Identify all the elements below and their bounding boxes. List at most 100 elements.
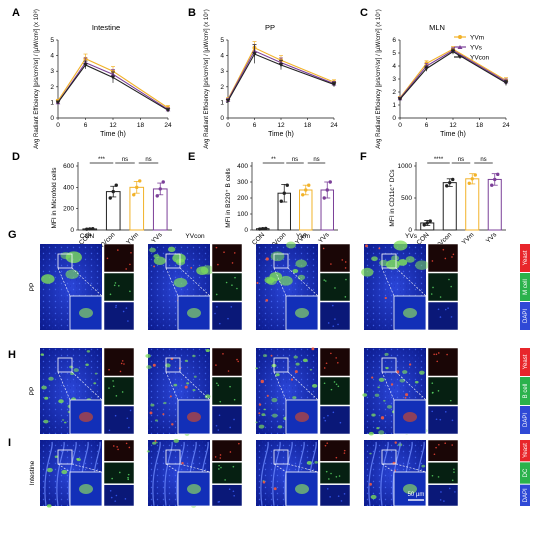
- red-signal: [270, 354, 273, 357]
- green-signal: [399, 378, 405, 383]
- thumbnail-signal: [454, 491, 456, 493]
- thumbnail-signal: [219, 400, 222, 403]
- inset-signal: [295, 308, 309, 318]
- roi-box: [381, 357, 397, 373]
- thumbnail-signal: [114, 500, 117, 502]
- data-dot: [132, 193, 136, 197]
- green-signal: [205, 348, 210, 353]
- thumbnail-signal: [330, 472, 332, 475]
- y-tick-label: 1: [392, 102, 396, 109]
- channel-thumbnail: [319, 484, 351, 507]
- green-signal: [419, 370, 425, 375]
- zoom-guide: [165, 463, 179, 473]
- thumbnail-signal: [451, 419, 454, 422]
- green-signal: [275, 373, 280, 377]
- inset-signal: [187, 308, 201, 318]
- green-signal: [40, 353, 44, 356]
- thumbnail-signal: [126, 417, 129, 420]
- micrograph-g-yvm: [256, 241, 351, 331]
- channel-thumbnail: [319, 376, 351, 406]
- roi-box: [273, 449, 289, 465]
- channel-thumbnail: [319, 347, 351, 377]
- green-signal: [193, 375, 197, 378]
- data-dot: [258, 227, 262, 231]
- thumbnail-signal: [431, 382, 434, 384]
- channel-label-dapi: DAPI: [523, 488, 529, 502]
- panel-label-A: A: [12, 7, 20, 19]
- green-signal: [286, 241, 296, 249]
- inset-signal: [187, 412, 201, 422]
- green-signal: [255, 421, 258, 424]
- data-dot: [138, 179, 142, 183]
- inset-signal: [79, 412, 93, 422]
- thumbnail-signal: [439, 418, 442, 421]
- significance-label: ns: [145, 157, 151, 163]
- y-tick-label: 500: [401, 195, 412, 202]
- thumbnail-signal: [229, 426, 232, 429]
- villus: [44, 441, 53, 507]
- thumbnail-signal: [435, 353, 438, 356]
- y-tick-label: 200: [63, 206, 74, 213]
- legend-item-yvs: YVs: [454, 45, 483, 52]
- data-dot: [301, 193, 305, 197]
- thumbnail-signal: [124, 498, 127, 500]
- data-dot: [91, 227, 95, 231]
- zoom-guide: [71, 463, 103, 473]
- thumbnail-signal: [453, 468, 455, 471]
- significance-label: ****: [434, 157, 444, 163]
- thumbnail-signal: [217, 384, 220, 387]
- green-signal: [184, 359, 188, 362]
- thumbnail-signal: [119, 370, 122, 373]
- thumbnail-signal: [439, 316, 442, 318]
- thumbnail-signal: [433, 453, 436, 456]
- green-signal: [200, 265, 214, 275]
- thumbnail-signal: [115, 306, 117, 309]
- red-signal: [152, 363, 156, 367]
- channel-label-m-cell: M cell: [523, 279, 529, 295]
- thumbnail-signal: [218, 414, 221, 417]
- green-signal: [405, 256, 415, 263]
- thumbnail-signal: [115, 395, 118, 397]
- thumbnail-signal: [327, 414, 329, 417]
- data-point: [110, 75, 116, 80]
- panel-label-H: H: [8, 349, 16, 361]
- data-dot: [307, 183, 311, 187]
- green-signal: [297, 274, 306, 281]
- thumbnail-signal: [345, 278, 347, 281]
- roi-box: [57, 357, 73, 373]
- thumbnail-signal: [223, 251, 225, 254]
- thumbnail-signal: [222, 353, 224, 355]
- thumbnail-signal: [234, 276, 236, 279]
- bar-yvm: [299, 189, 313, 231]
- y-tick-label: 400: [63, 184, 74, 191]
- green-signal: [173, 277, 188, 288]
- inset-signal: [403, 484, 417, 494]
- x-tick-label: 6: [84, 122, 88, 129]
- green-signal: [371, 256, 378, 262]
- thumbnail-signal: [451, 256, 453, 258]
- green-signal: [414, 380, 419, 384]
- green-signal: [44, 396, 49, 400]
- red-signal: [258, 403, 262, 406]
- thumbnail-signal: [121, 391, 124, 393]
- data-point: [397, 97, 403, 102]
- green-signal: [43, 419, 49, 424]
- thumbnail-signal: [215, 293, 218, 296]
- green-signal: [385, 366, 389, 370]
- green-signal: [73, 368, 79, 373]
- thumbnail-signal: [227, 317, 229, 320]
- green-signal: [93, 382, 97, 385]
- thumbnail-signal: [324, 444, 327, 447]
- thumbnail-signal: [328, 478, 330, 480]
- legend: YVm YVs YVcon: [454, 35, 490, 62]
- x-tick-label: YVs: [485, 231, 499, 245]
- data-point: [83, 63, 88, 68]
- thumbnail-signal: [343, 452, 346, 454]
- zoom-guide: [381, 371, 395, 401]
- thumbnail-signal: [332, 411, 335, 414]
- green-signal: [258, 424, 265, 429]
- x-tick-label: YVs: [150, 231, 164, 245]
- red-signal: [369, 482, 372, 486]
- green-signal: [61, 469, 68, 475]
